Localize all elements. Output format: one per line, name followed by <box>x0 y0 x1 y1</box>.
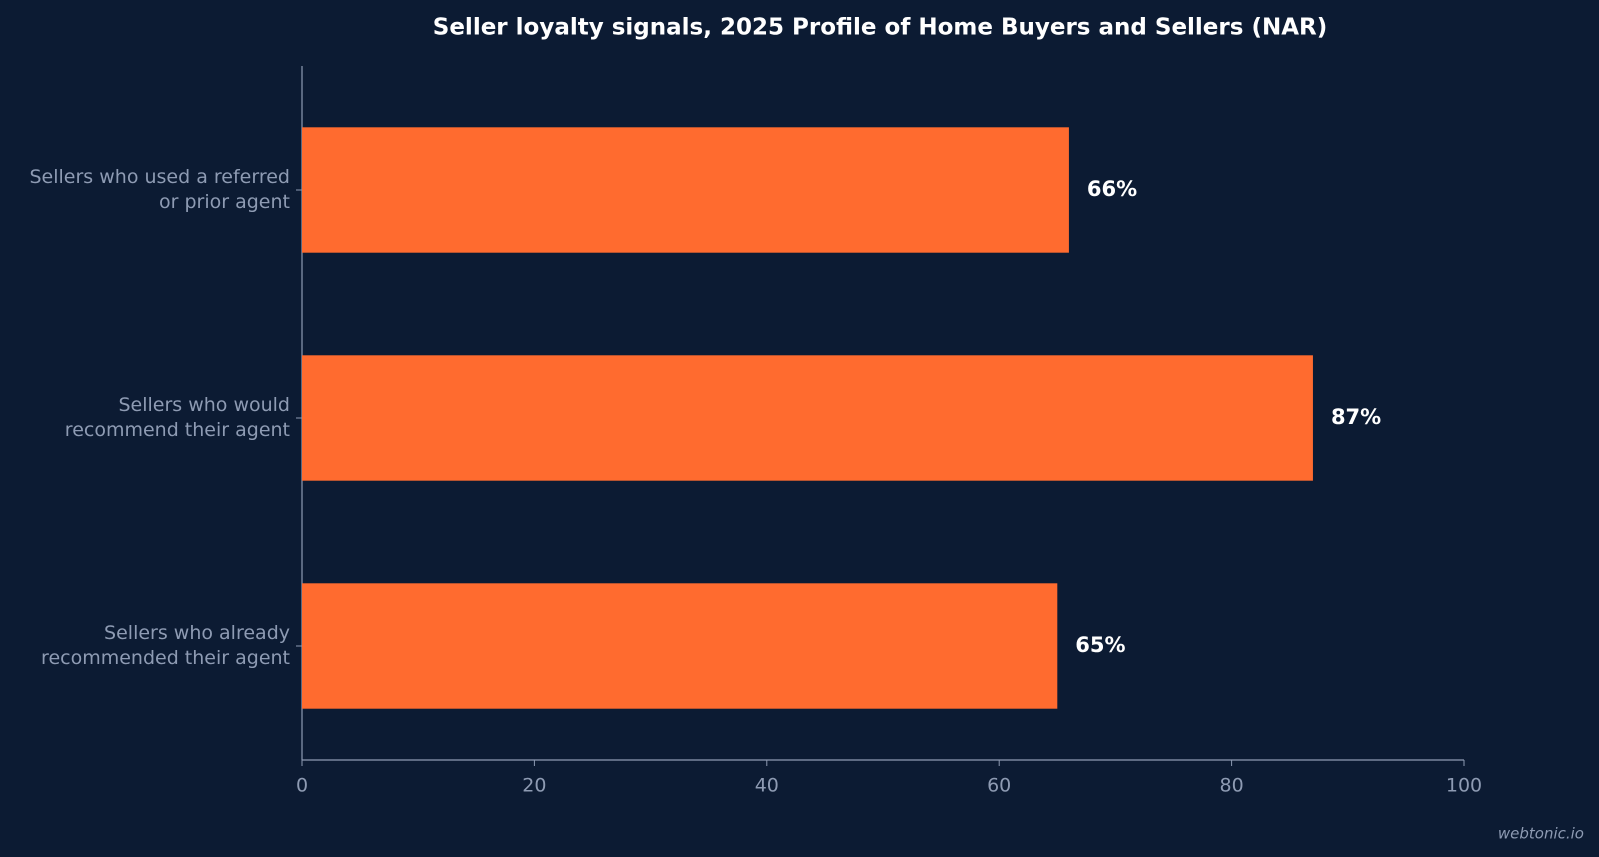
x-tick-label: 40 <box>755 775 779 797</box>
watermark: webtonic.io <box>1498 825 1584 843</box>
x-tick-label: 0 <box>296 775 308 797</box>
y-tick-label: Sellers who already recommended their ag… <box>41 622 290 669</box>
y-tick-label: Sellers who used a referred or prior age… <box>29 166 291 213</box>
value-label: 87% <box>1331 405 1381 429</box>
x-tick-label: 20 <box>522 775 546 797</box>
bar <box>302 127 1069 253</box>
bar <box>302 583 1058 709</box>
x-tick-label: 100 <box>1446 775 1482 797</box>
value-label: 66% <box>1087 177 1137 201</box>
y-tick-label: Sellers who would recommend their agent <box>64 394 290 441</box>
chart-title: Seller loyalty signals, 2025 Profile of … <box>433 15 1327 41</box>
value-label: 65% <box>1075 633 1125 657</box>
bar <box>302 355 1313 481</box>
x-tick-label: 80 <box>1220 775 1244 797</box>
x-tick-label: 60 <box>987 775 1011 797</box>
